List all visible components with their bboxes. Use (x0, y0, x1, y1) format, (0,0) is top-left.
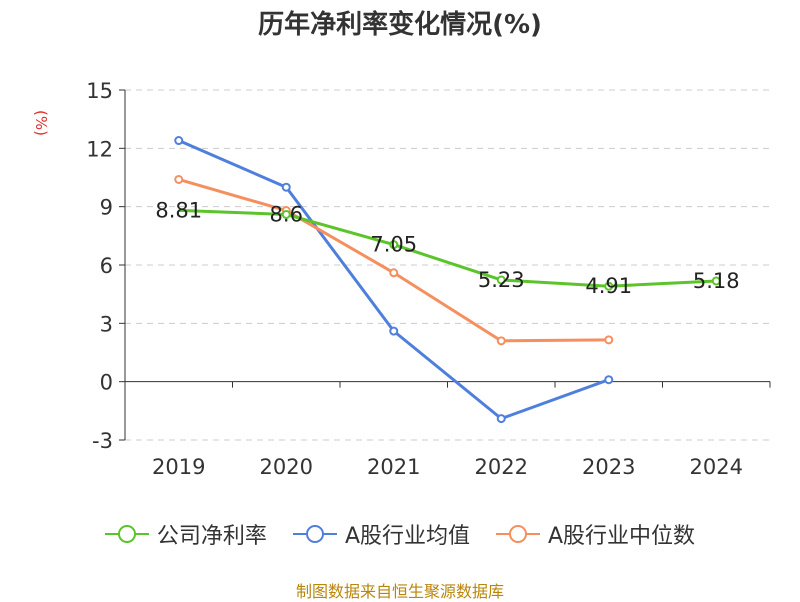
series-line-1 (178, 139, 610, 421)
legend-label-industry-median: A股行业中位数 (548, 524, 696, 549)
legend-item-industry-mean[interactable]: A股行业均值 (292, 518, 470, 550)
legend-label-company: 公司净利率 (156, 524, 267, 549)
data-point (281, 182, 291, 192)
series-line-2 (178, 178, 609, 343)
data-point (281, 209, 291, 219)
series-line-0 (178, 208, 717, 288)
y-tick-label: 12 (86, 137, 113, 161)
y-tick-label: 6 (100, 254, 113, 278)
data-label: 7.05 (370, 233, 417, 257)
legend-marker-industry-mean (292, 525, 337, 543)
data-point (389, 326, 399, 336)
x-tick-label: 2023 (582, 455, 635, 479)
legend-marker-industry-median (496, 525, 540, 543)
x-tick-label: 2020 (260, 455, 313, 479)
x-tick-label: 2021 (367, 455, 420, 479)
data-point (604, 281, 614, 291)
data-point (496, 414, 506, 424)
y-tick-label: -3 (92, 429, 113, 453)
x-tick-label: 2024 (690, 455, 743, 479)
data-label: 5.18 (693, 269, 740, 293)
legend-label-industry-mean: A股行业均值 (344, 524, 470, 549)
y-tick-label: 9 (100, 196, 113, 220)
data-label: 8.6 (270, 202, 303, 226)
data-point (174, 136, 184, 146)
data-point (174, 174, 184, 184)
x-tick-label: 2022 (475, 455, 528, 479)
source-note: 制图数据来自恒生聚源数据库 (295, 582, 504, 601)
data-label: 8.81 (155, 198, 202, 222)
data-point (604, 375, 614, 385)
chart-legend: 公司净利率 A股行业均值 A股行业中位数 (0, 518, 800, 550)
chart-title: 历年净利率变化情况(%) (258, 10, 542, 40)
x-tick-label: 2019 (152, 455, 205, 479)
legend-marker-company (104, 525, 149, 543)
y-tick-label: 3 (100, 312, 113, 336)
data-point (711, 276, 721, 286)
data-point (389, 268, 399, 278)
y-tick-label: 0 (100, 371, 113, 395)
data-point (604, 335, 614, 345)
data-label: 4.91 (585, 274, 632, 298)
data-point (496, 336, 506, 346)
data-label: 5.23 (478, 268, 525, 292)
legend-item-industry-median[interactable]: A股行业中位数 (496, 518, 695, 550)
data-point (496, 275, 506, 285)
y-tick-label: 15 (86, 79, 113, 103)
legend-item-company[interactable]: 公司净利率 (104, 518, 267, 550)
data-point (389, 240, 399, 250)
